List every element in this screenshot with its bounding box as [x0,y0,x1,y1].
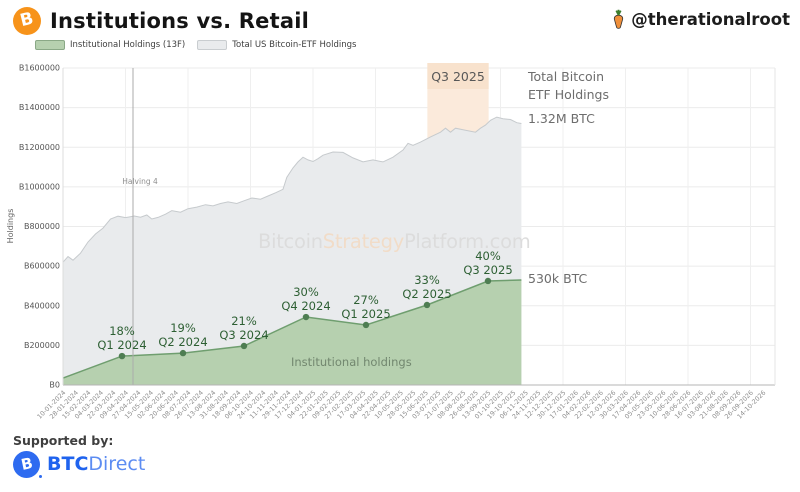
quarter-pct-label: 21% [231,314,257,328]
quarter-name-label: Q4 2024 [281,299,330,313]
btcdirect-coin-icon: B [13,451,42,478]
quarter-dot [118,352,126,360]
y-tick-label: B800000 [24,222,60,231]
legend-item-etf: Total US Bitcoin-ETF Holdings [197,40,356,50]
institutional-area-label: Institutional holdings [291,355,412,369]
header: B Institutions vs. Retail [13,7,309,35]
author-handle-text: @therationalroot [631,9,790,29]
legend-label-institutional: Institutional Holdings (13F) [70,40,186,50]
legend-swatch-institutional [35,40,65,50]
quarter-dot [362,321,370,329]
legend-label-etf: Total US Bitcoin-ETF Holdings [232,40,357,50]
watermark: BitcoinStrategyPlatform.com [258,230,530,253]
highlight-band-label: Q3 2025 [431,69,485,84]
supported-by-label: Supported by: [13,433,114,448]
author-handle[interactable]: @therationalroot [611,9,790,29]
y-tick-label: B0 [49,381,60,390]
y-tick-label: B1200000 [19,143,60,152]
legend-item-institutional: Institutional Holdings (13F) [35,40,185,50]
y-tick-label: B400000 [24,301,60,310]
quarter-dot [484,277,492,285]
quarter-name-label: Q2 2024 [158,335,207,349]
y-tick-label: B200000 [24,341,60,350]
holdings-chart: B0 B200000 B400000 B600000 B800000 B1000000 B1… [6,63,776,421]
highlight-band-label-box [427,63,489,89]
bitcoin-b-glyph: B [18,8,36,32]
legend-swatch-etf [197,40,228,50]
total-etf-holdings-value: 1.32M BTC [528,111,595,126]
quarter-pct-label: 33% [414,273,440,287]
quarter-dot [179,349,187,357]
quarter-pct-label: 40% [475,249,501,263]
y-tick-label: B600000 [24,262,60,271]
etf-line [62,116,522,263]
chart-legend: Institutional Holdings (13F) Total US Bi… [35,40,356,50]
y-axis-title: Holdings [6,209,15,244]
quarter-pct-label: 19% [170,321,196,335]
carrot-icon [614,9,624,29]
quarter-name-label: Q2 2025 [402,287,451,301]
quarter-dot [423,301,431,309]
quarter-name-label: Q3 2025 [463,263,512,277]
y-tick-label: B1000000 [19,182,60,191]
btcdirect-wordmark: BTCDirect [47,453,146,475]
quarter-dot [240,342,248,350]
y-tick-label: B1400000 [19,103,60,112]
quarter-name-label: Q1 2024 [97,338,146,352]
quarter-pct-label: 30% [293,285,319,299]
page-title: Institutions vs. Retail [50,9,310,33]
quarter-dot [302,313,310,321]
bitcoin-logo-icon: B [13,7,41,35]
y-tick-label: B1600000 [19,64,60,73]
total-etf-holdings-label: Total Bitcoin ETF Holdings [528,69,609,102]
halving-label: Halving 4 [122,177,158,186]
institutional-holdings-value: 530k BTC [528,271,588,286]
quarter-pct-label: 27% [353,293,379,307]
btcdirect-logo[interactable]: B BTCDirect [13,451,145,478]
quarter-name-label: Q1 2025 [341,307,390,321]
quarter-name-label: Q3 2024 [219,328,268,342]
institutional-area [63,280,522,385]
quarter-pct-label: 18% [109,324,135,338]
